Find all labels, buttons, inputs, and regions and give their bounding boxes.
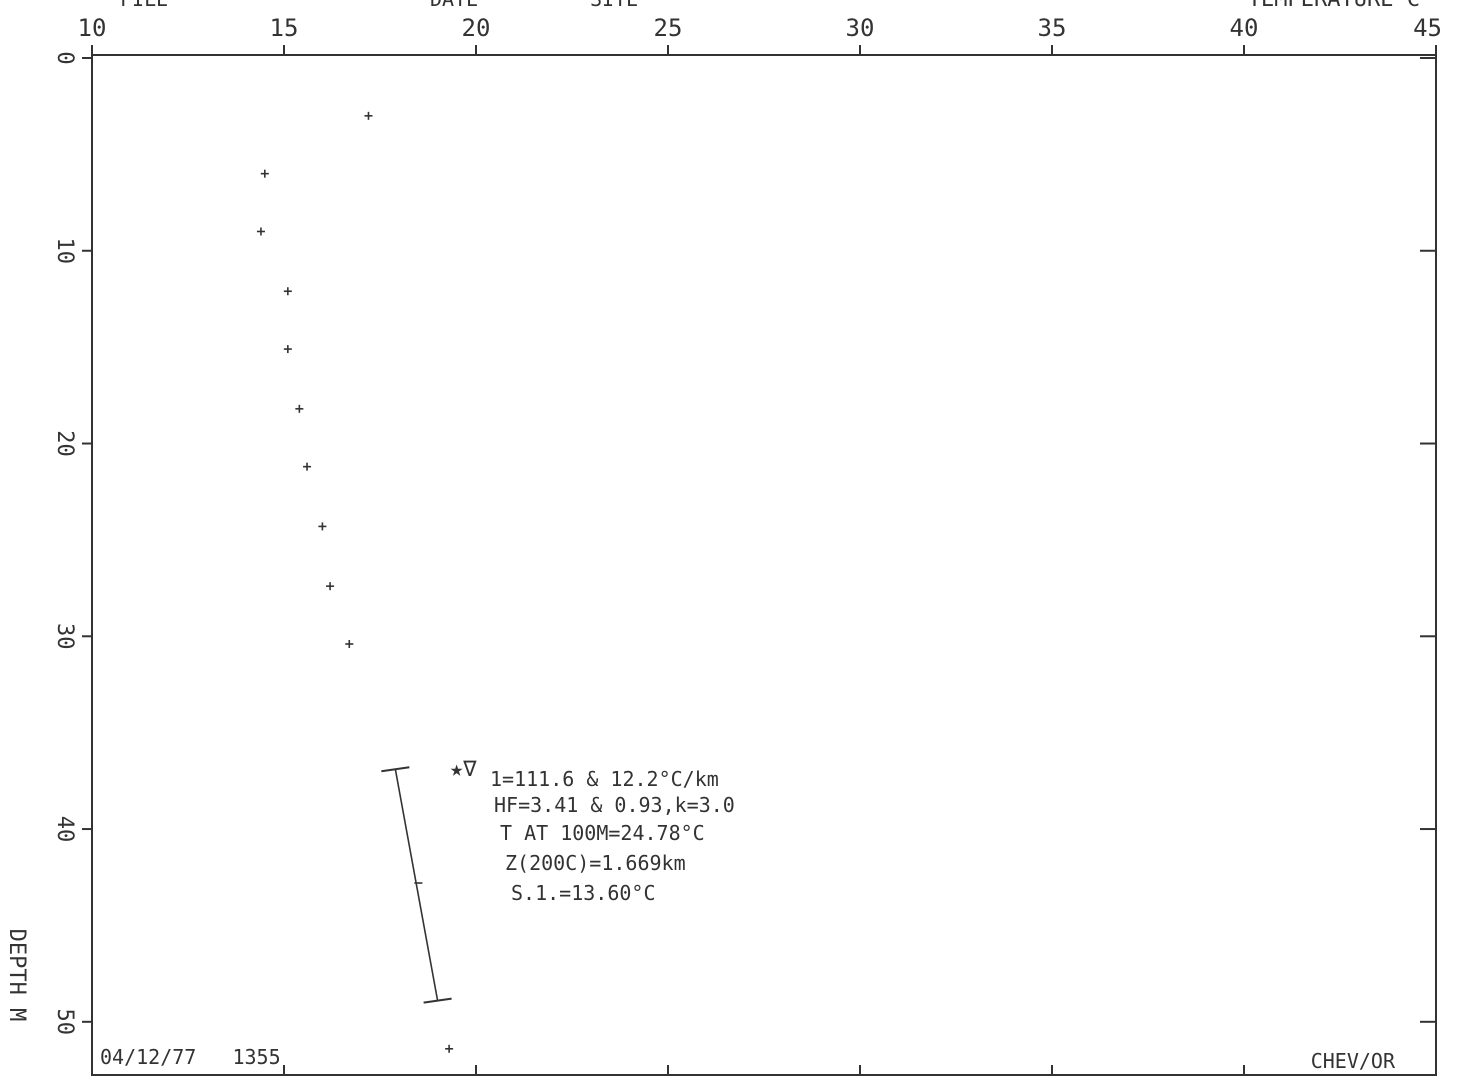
y-tick-label: 0 (52, 51, 77, 64)
data-point (295, 404, 304, 413)
annotation-line-1: 1=111.6 & 12.2°C/km (490, 767, 719, 791)
annotation-line-5: S.1.=13.60°C (511, 881, 656, 905)
annotation-line-2: HF=3.41 & 0.93,k=3.0 (494, 793, 735, 817)
y-tick-label: 20 (52, 430, 77, 457)
gradient-fit-segment (381, 766, 452, 1004)
header-fragment-2: DATE (430, 0, 478, 11)
data-point (318, 522, 327, 531)
x-tick-label: 30 (846, 14, 875, 42)
header-fragment-3: SITE (590, 0, 638, 11)
data-point (326, 582, 335, 591)
fit-line (394, 769, 439, 1001)
data-point (283, 287, 292, 296)
data-point (283, 345, 292, 354)
x-axis-ticks: 10 15 20 25 30 35 40 45 (78, 14, 1442, 1075)
y-tick-label: 10 (52, 238, 77, 265)
footer-date-time: 04/12/77 1355 (100, 1045, 281, 1069)
y-tick-label: 50 (52, 1009, 77, 1036)
footer-source: CHEV/OR (1311, 1049, 1396, 1073)
x-tick-label: 25 (654, 14, 683, 42)
data-point (256, 227, 265, 236)
header-fragment-1: FILE (120, 0, 168, 11)
y-tick-label: 40 (52, 816, 77, 843)
annotation-symbols: ★∇ (450, 757, 477, 782)
data-point (260, 169, 269, 178)
fit-cap-bottom (423, 997, 452, 1004)
x-axis-label: TEMPERATURE C (1248, 0, 1420, 12)
data-points (256, 111, 454, 1053)
fit-cap-top (381, 766, 410, 773)
annotation-line-4: Z(200C)=1.669km (505, 851, 686, 875)
x-tick-label: 15 (270, 14, 299, 42)
x-tick-label: 40 (1230, 14, 1259, 42)
data-point (364, 111, 373, 120)
plot-frame (91, 54, 1437, 1076)
data-point (445, 1044, 454, 1053)
data-point (345, 639, 354, 648)
annotation-line-3: T AT 100M=24.78°C (500, 821, 705, 845)
x-tick-label: 45 (1413, 14, 1442, 42)
x-tick-label: 20 (462, 14, 491, 42)
x-tick-label: 35 (1038, 14, 1067, 42)
x-tick-label: 10 (78, 14, 107, 42)
y-axis-label: DEPTH M (4, 929, 29, 1022)
y-tick-label: 30 (52, 623, 77, 650)
y-axis-ticks: 0 10 20 30 40 50 (52, 51, 1436, 1035)
data-point (303, 462, 312, 471)
